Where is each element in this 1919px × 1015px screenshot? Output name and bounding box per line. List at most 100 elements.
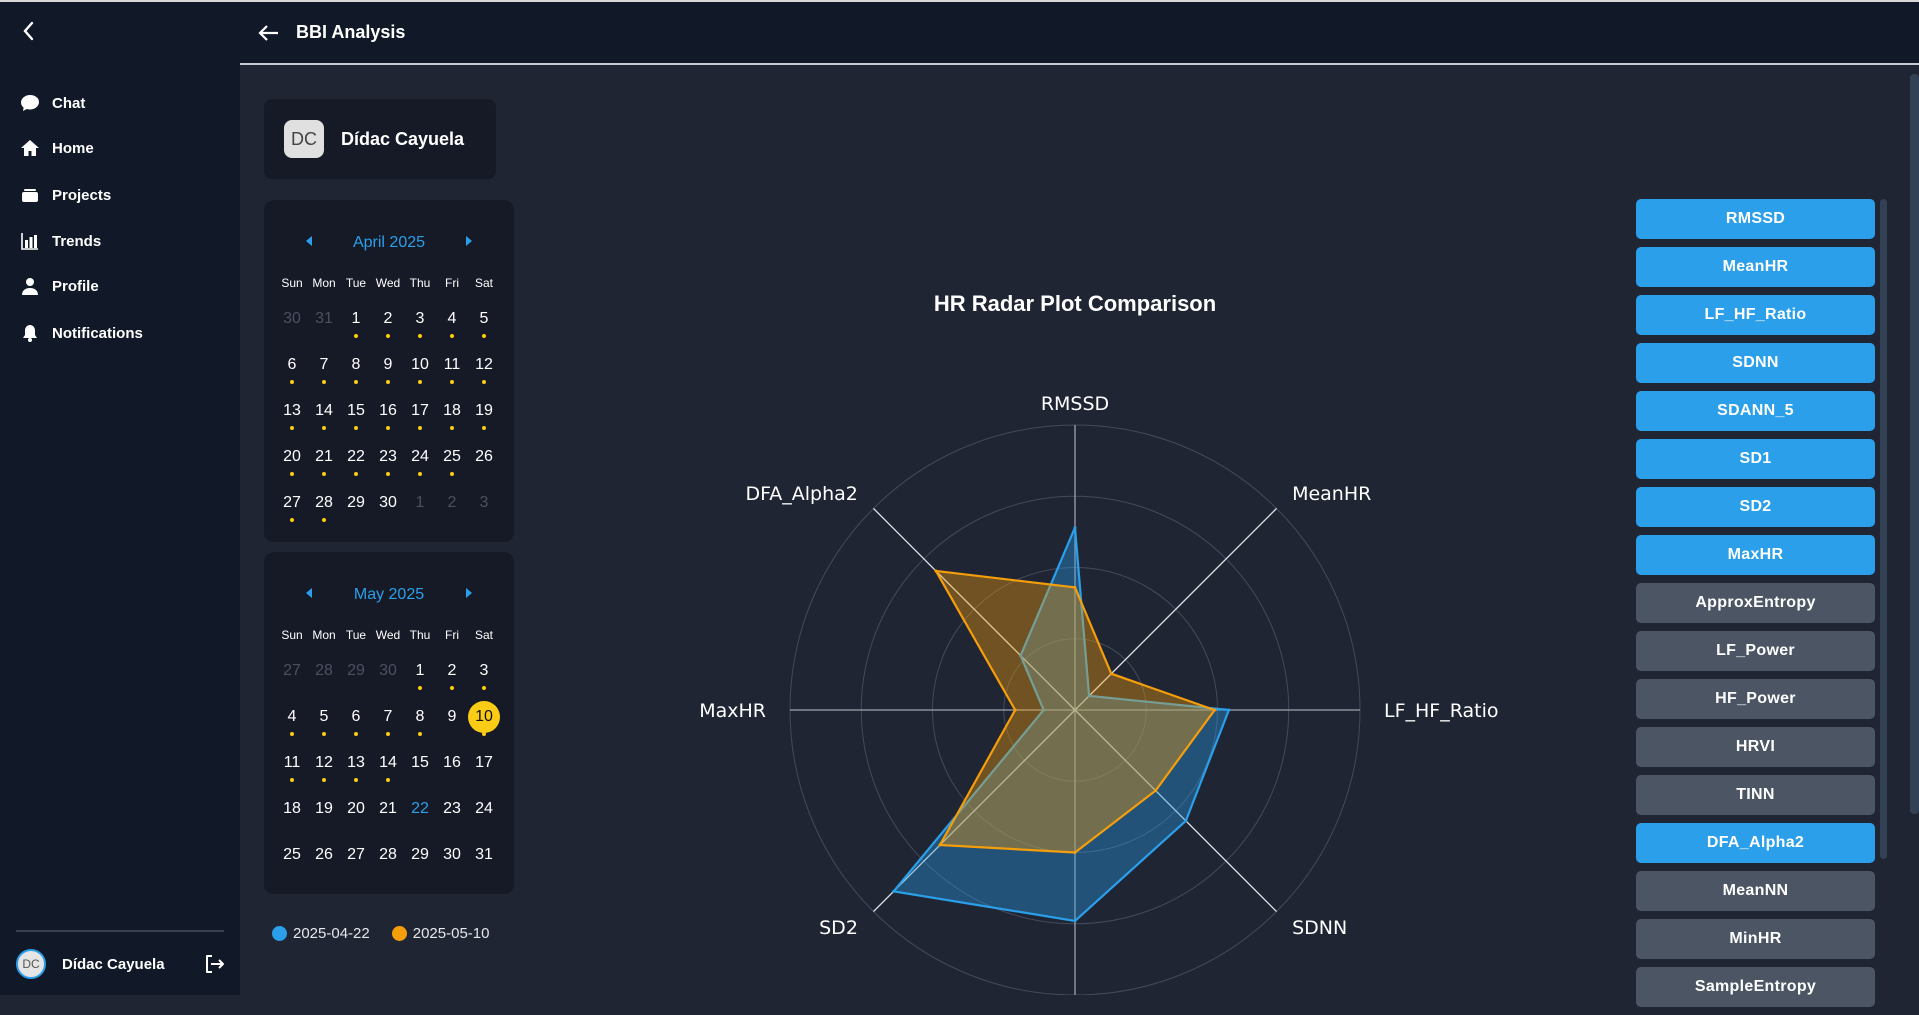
calendar-day[interactable]: 3 [468, 659, 500, 705]
calendar-day[interactable]: 7 [372, 705, 404, 751]
calendar-day-outside[interactable]: 30 [379, 662, 397, 679]
calendar-day[interactable]: 16 [372, 399, 404, 445]
calendar-day[interactable]: 23 [372, 445, 404, 491]
sidebar-item-projects[interactable]: Projects [20, 180, 111, 210]
calendar-day[interactable]: 29 [347, 494, 365, 511]
calendar-day[interactable]: 24 [475, 800, 493, 817]
calendar-day[interactable]: 9 [447, 708, 457, 725]
logout-icon[interactable] [202, 952, 226, 976]
calendar-day[interactable]: 16 [443, 754, 461, 771]
calendar-day[interactable]: 26 [315, 846, 333, 863]
calendar-day[interactable]: 11 [276, 751, 308, 797]
sidebar-item-profile[interactable]: Profile [20, 271, 99, 301]
sidebar-user[interactable]: DC Dídac Cayuela [16, 948, 226, 980]
calendar-day[interactable]: 13 [340, 751, 372, 797]
calendar-day[interactable]: 25 [436, 445, 468, 491]
calendar-day[interactable]: 15 [340, 399, 372, 445]
metric-toggle-sd2[interactable]: SD2 [1636, 487, 1875, 527]
metric-toggle-lf_hf_ratio[interactable]: LF_HF_Ratio [1636, 295, 1875, 335]
calendar-day[interactable]: 17 [404, 399, 436, 445]
calendar-day-outside[interactable]: 3 [479, 494, 489, 511]
next-month-button[interactable] [466, 236, 472, 246]
calendar-day[interactable]: 14 [308, 399, 340, 445]
calendar-day[interactable]: 30 [379, 494, 397, 511]
calendar-day[interactable]: 12 [308, 751, 340, 797]
calendar-day[interactable]: 26 [475, 448, 493, 465]
calendar-day[interactable]: 19 [315, 800, 333, 817]
sidebar-item-chat[interactable]: Chat [20, 88, 85, 118]
calendar-day[interactable]: 15 [411, 754, 429, 771]
calendar-day[interactable]: 13 [276, 399, 308, 445]
metric-toggle-meanhr[interactable]: MeanHR [1636, 247, 1875, 287]
metric-toggle-meannn[interactable]: MeanNN [1636, 871, 1875, 911]
calendar-day-outside[interactable]: 29 [347, 662, 365, 679]
metric-toggle-minhr[interactable]: MinHR [1636, 919, 1875, 959]
calendar-day[interactable]: 18 [283, 800, 301, 817]
calendar-day[interactable]: 28 [308, 491, 340, 537]
calendar-day[interactable]: 3 [404, 307, 436, 353]
metric-toggle-sampleentropy[interactable]: SampleEntropy [1636, 967, 1875, 1007]
sidebar-item-trends[interactable]: Trends [20, 226, 101, 256]
calendar-day-outside[interactable]: 30 [283, 310, 301, 327]
calendar-day[interactable]: 10 [404, 353, 436, 399]
calendar-day-outside[interactable]: 2 [447, 494, 457, 511]
calendar-day[interactable]: 1 [340, 307, 372, 353]
metric-toggle-sd1[interactable]: SD1 [1636, 439, 1875, 479]
calendar-day[interactable]: 30 [443, 846, 461, 863]
sidebar-item-home[interactable]: Home [20, 133, 94, 163]
calendar-day[interactable]: 4 [436, 307, 468, 353]
calendar-day[interactable]: 17 [475, 754, 493, 771]
sidebar-item-notifications[interactable]: Notifications [20, 318, 143, 348]
calendar-day[interactable]: 21 [379, 800, 397, 817]
calendar-day[interactable]: 31 [475, 846, 493, 863]
calendar-day[interactable]: 19 [468, 399, 500, 445]
metric-toggle-sdnn[interactable]: SDNN [1636, 343, 1875, 383]
legend-item[interactable]: 2025-04-22 [272, 925, 370, 942]
metric-toggle-hf_power[interactable]: HF_Power [1636, 679, 1875, 719]
calendar-day[interactable]: 20 [347, 800, 365, 817]
calendar-day-outside[interactable]: 27 [283, 662, 301, 679]
metric-toggle-sdann_5[interactable]: SDANN_5 [1636, 391, 1875, 431]
calendar-day[interactable]: 18 [436, 399, 468, 445]
calendar-day[interactable]: 25 [283, 846, 301, 863]
metric-toggle-approxentropy[interactable]: ApproxEntropy [1636, 583, 1875, 623]
prev-month-button[interactable] [306, 588, 312, 598]
calendar-day[interactable]: 10 [468, 701, 500, 751]
metric-toggle-tinn[interactable]: TINN [1636, 775, 1875, 815]
legend-item[interactable]: 2025-05-10 [391, 925, 489, 942]
calendar-day[interactable]: 22 [411, 800, 429, 817]
calendar-day[interactable]: 2 [436, 659, 468, 705]
metric-toggle-maxhr[interactable]: MaxHR [1636, 535, 1875, 575]
page-scrollbar[interactable] [1910, 74, 1919, 814]
calendar-day[interactable]: 1 [404, 659, 436, 705]
calendar-day-outside[interactable]: 1 [415, 494, 425, 511]
calendar-day[interactable]: 5 [308, 705, 340, 751]
calendar-day[interactable]: 12 [468, 353, 500, 399]
metric-toggle-rmssd[interactable]: RMSSD [1636, 199, 1875, 239]
calendar-day[interactable]: 24 [404, 445, 436, 491]
calendar-day[interactable]: 2 [372, 307, 404, 353]
calendar-day[interactable]: 7 [308, 353, 340, 399]
metric-list-scrollbar[interactable] [1880, 199, 1887, 859]
next-month-button[interactable] [466, 588, 472, 598]
calendar-day[interactable]: 11 [436, 353, 468, 399]
metric-toggle-lf_power[interactable]: LF_Power [1636, 631, 1875, 671]
calendar-day[interactable]: 5 [468, 307, 500, 353]
calendar-day-outside[interactable]: 28 [315, 662, 333, 679]
calendar-day[interactable]: 6 [276, 353, 308, 399]
calendar-day[interactable]: 29 [411, 846, 429, 863]
calendar-day[interactable]: 8 [404, 705, 436, 751]
calendar-day[interactable]: 27 [276, 491, 308, 537]
calendar-day[interactable]: 22 [340, 445, 372, 491]
calendar-day[interactable]: 20 [276, 445, 308, 491]
metric-toggle-hrvi[interactable]: HRVI [1636, 727, 1875, 767]
calendar-day[interactable]: 14 [372, 751, 404, 797]
calendar-day-outside[interactable]: 31 [315, 310, 333, 327]
calendar-day[interactable]: 28 [379, 846, 397, 863]
metric-toggle-dfa_alpha2[interactable]: DFA_Alpha2 [1636, 823, 1875, 863]
calendar-day[interactable]: 9 [372, 353, 404, 399]
calendar-day[interactable]: 4 [276, 705, 308, 751]
back-arrow-icon[interactable] [256, 20, 282, 46]
calendar-day[interactable]: 8 [340, 353, 372, 399]
collapse-sidebar-icon[interactable] [18, 18, 40, 44]
